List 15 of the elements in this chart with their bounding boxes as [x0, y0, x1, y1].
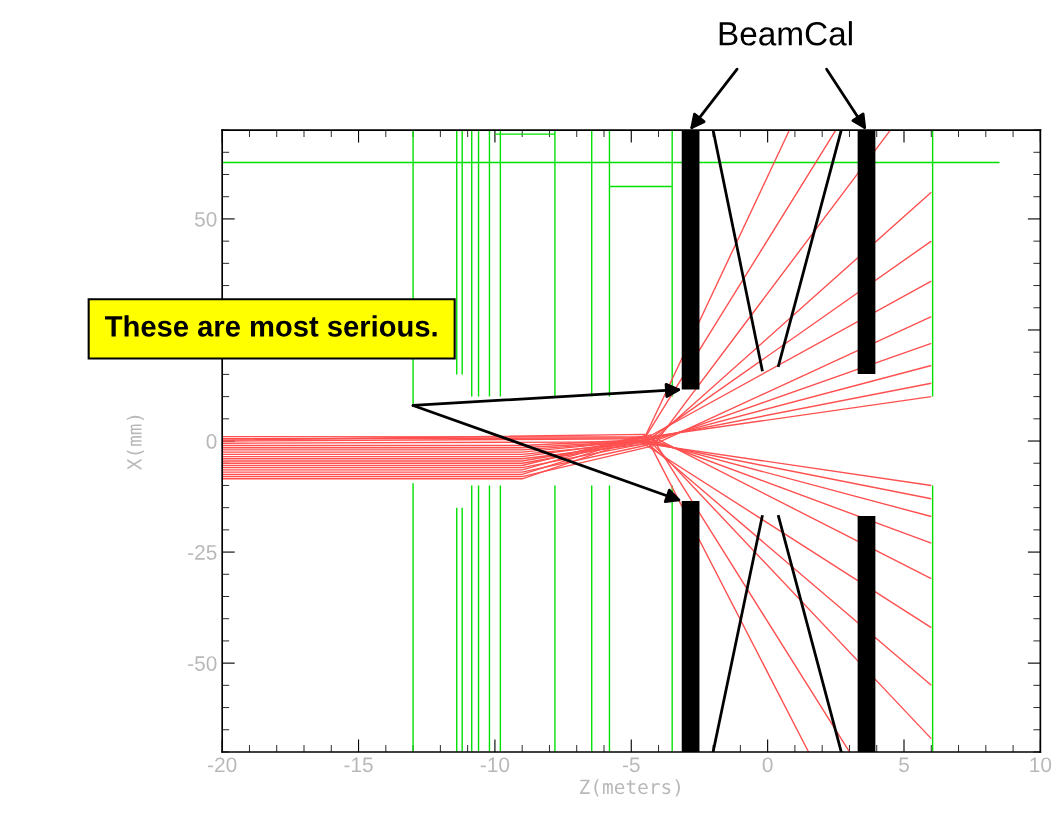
x-tick-label: 10: [1030, 757, 1052, 773]
y-axis-title: X(mm): [126, 415, 145, 471]
y-tick-label: -25: [188, 545, 217, 560]
x-axis-title: Z(meters): [580, 779, 680, 797]
text: BeamCal: [719, 21, 852, 46]
x-tick-label: -20: [208, 757, 237, 773]
y-tick-label: -50: [188, 656, 217, 671]
x-tick-label: 0: [762, 757, 773, 773]
x-tick-label: -10: [480, 757, 510, 773]
y-tick-label: 50: [194, 211, 217, 227]
x-tick-label: 5: [899, 757, 909, 773]
y-tick-label: 0: [206, 434, 217, 449]
annotation: These are most serious.: [105, 315, 437, 337]
x-tick-label: -5: [622, 757, 640, 773]
x-tick-label: -15: [344, 757, 373, 773]
